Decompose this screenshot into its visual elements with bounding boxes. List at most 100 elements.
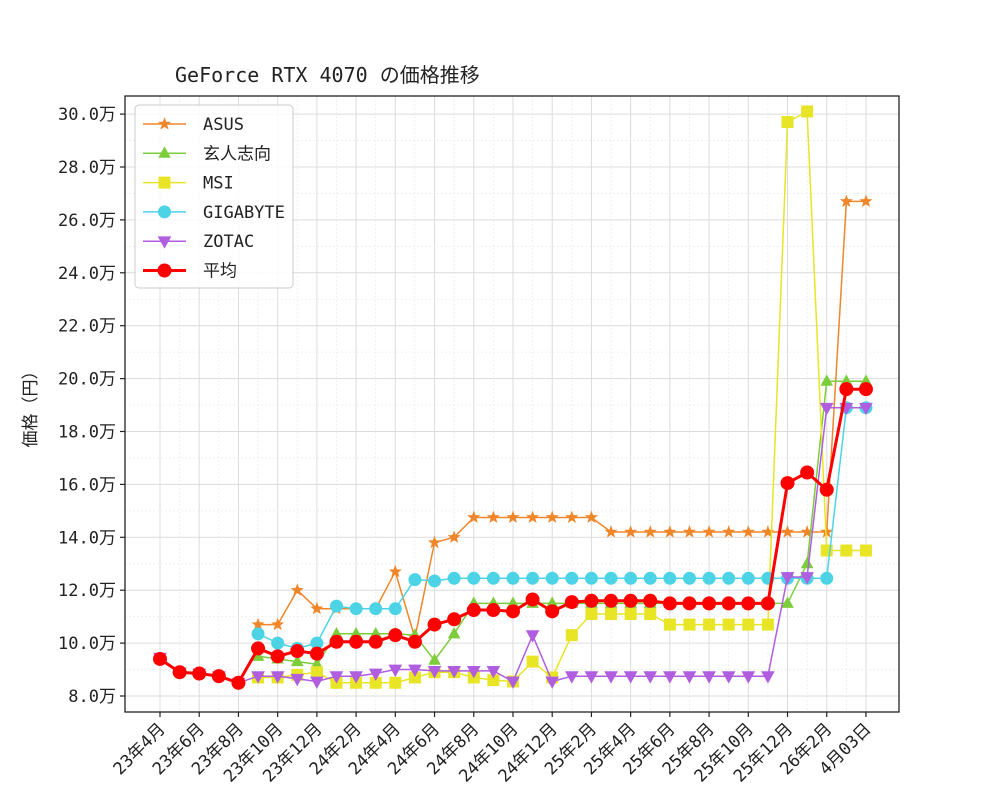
data-point <box>506 571 520 585</box>
data-point <box>702 596 717 611</box>
legend-label: GIGABYTE <box>203 203 285 223</box>
data-point <box>721 671 736 684</box>
data-point <box>682 571 696 585</box>
data-point <box>526 655 539 668</box>
data-point <box>643 525 657 538</box>
data-point <box>310 676 324 689</box>
data-point <box>251 641 266 656</box>
data-point <box>702 571 716 585</box>
plot-frame <box>124 95 900 713</box>
data-point <box>584 510 598 523</box>
data-point <box>506 596 520 608</box>
data-point <box>408 573 422 587</box>
data-point <box>428 535 442 549</box>
data-point <box>466 665 481 679</box>
data-point <box>682 525 696 538</box>
data-point <box>564 595 579 610</box>
data-point <box>819 482 834 497</box>
legend-item: 平均 <box>143 262 237 282</box>
series-line <box>257 380 866 666</box>
data-point <box>663 671 677 684</box>
legend-item: MSI <box>143 174 234 194</box>
legend-item: ASUS <box>143 115 244 135</box>
data-point <box>800 525 814 538</box>
data-point <box>820 571 834 585</box>
data-point <box>310 666 323 679</box>
data-point <box>487 674 500 687</box>
data-point <box>682 596 697 611</box>
series-5 <box>153 382 873 690</box>
data-point <box>192 666 207 681</box>
data-point <box>624 525 638 538</box>
data-point <box>428 653 441 665</box>
data-point <box>545 604 560 619</box>
legend-item: ZOTAC <box>143 232 254 252</box>
data-point <box>368 668 383 681</box>
data-point <box>447 665 461 679</box>
y-axis-label: 価格（円） <box>21 363 41 448</box>
data-point <box>349 671 363 684</box>
y-tick-label: 14.0万 <box>58 528 116 548</box>
y-tick-label: 24.0万 <box>58 264 116 284</box>
data-point <box>564 671 579 684</box>
data-point <box>251 617 265 631</box>
series-2 <box>252 105 872 689</box>
y-tick-label: 20.0万 <box>58 370 116 390</box>
legend-item: GIGABYTE <box>143 203 285 223</box>
data-point <box>231 675 246 690</box>
y-tick-label: 8.0万 <box>68 687 116 707</box>
data-point <box>447 612 462 627</box>
data-point <box>605 608 618 621</box>
data-point <box>290 654 304 667</box>
data-point <box>329 671 344 684</box>
data-point <box>819 402 834 416</box>
data-point <box>309 646 324 661</box>
data-point <box>741 671 756 684</box>
data-point <box>800 556 814 569</box>
data-point <box>839 194 853 207</box>
y-tick-label: 12.0万 <box>58 581 116 601</box>
data-point <box>466 603 481 618</box>
legend-marker-icon <box>157 236 172 249</box>
legend-marker-icon <box>157 117 172 130</box>
y-tick-label: 22.0万 <box>58 317 116 337</box>
y-tick-label: 28.0万 <box>58 158 116 178</box>
data-point <box>271 617 285 631</box>
data-point <box>486 603 501 618</box>
data-point <box>389 676 402 689</box>
data-point <box>369 626 383 639</box>
data-point <box>525 592 540 607</box>
data-point <box>408 671 421 684</box>
data-point <box>741 525 755 538</box>
data-point <box>447 626 461 639</box>
data-point <box>682 671 697 684</box>
data-point <box>211 669 226 684</box>
data-point <box>584 671 599 684</box>
series-0 <box>251 194 873 644</box>
data-point <box>565 571 579 585</box>
data-point <box>467 571 481 585</box>
data-point <box>643 593 658 608</box>
data-point <box>702 671 716 684</box>
y-tick-label: 30.0万 <box>58 105 116 125</box>
legend-box <box>134 104 294 289</box>
data-point <box>741 571 755 585</box>
chart-title: GeForce RTX 4070 の価格推移 <box>175 63 480 87</box>
legend-marker-icon <box>158 176 171 189</box>
data-point <box>741 596 756 611</box>
data-point <box>840 544 853 557</box>
series-3 <box>251 401 873 655</box>
data-point <box>427 665 442 679</box>
legend-marker-icon <box>158 146 171 158</box>
data-point <box>722 571 736 585</box>
data-point <box>251 671 265 684</box>
data-point <box>820 374 834 386</box>
data-point <box>781 596 794 608</box>
data-point <box>584 571 598 585</box>
data-point <box>545 596 559 608</box>
data-point <box>447 571 461 585</box>
data-point <box>663 618 676 631</box>
data-point <box>447 530 461 543</box>
data-point <box>486 510 500 523</box>
